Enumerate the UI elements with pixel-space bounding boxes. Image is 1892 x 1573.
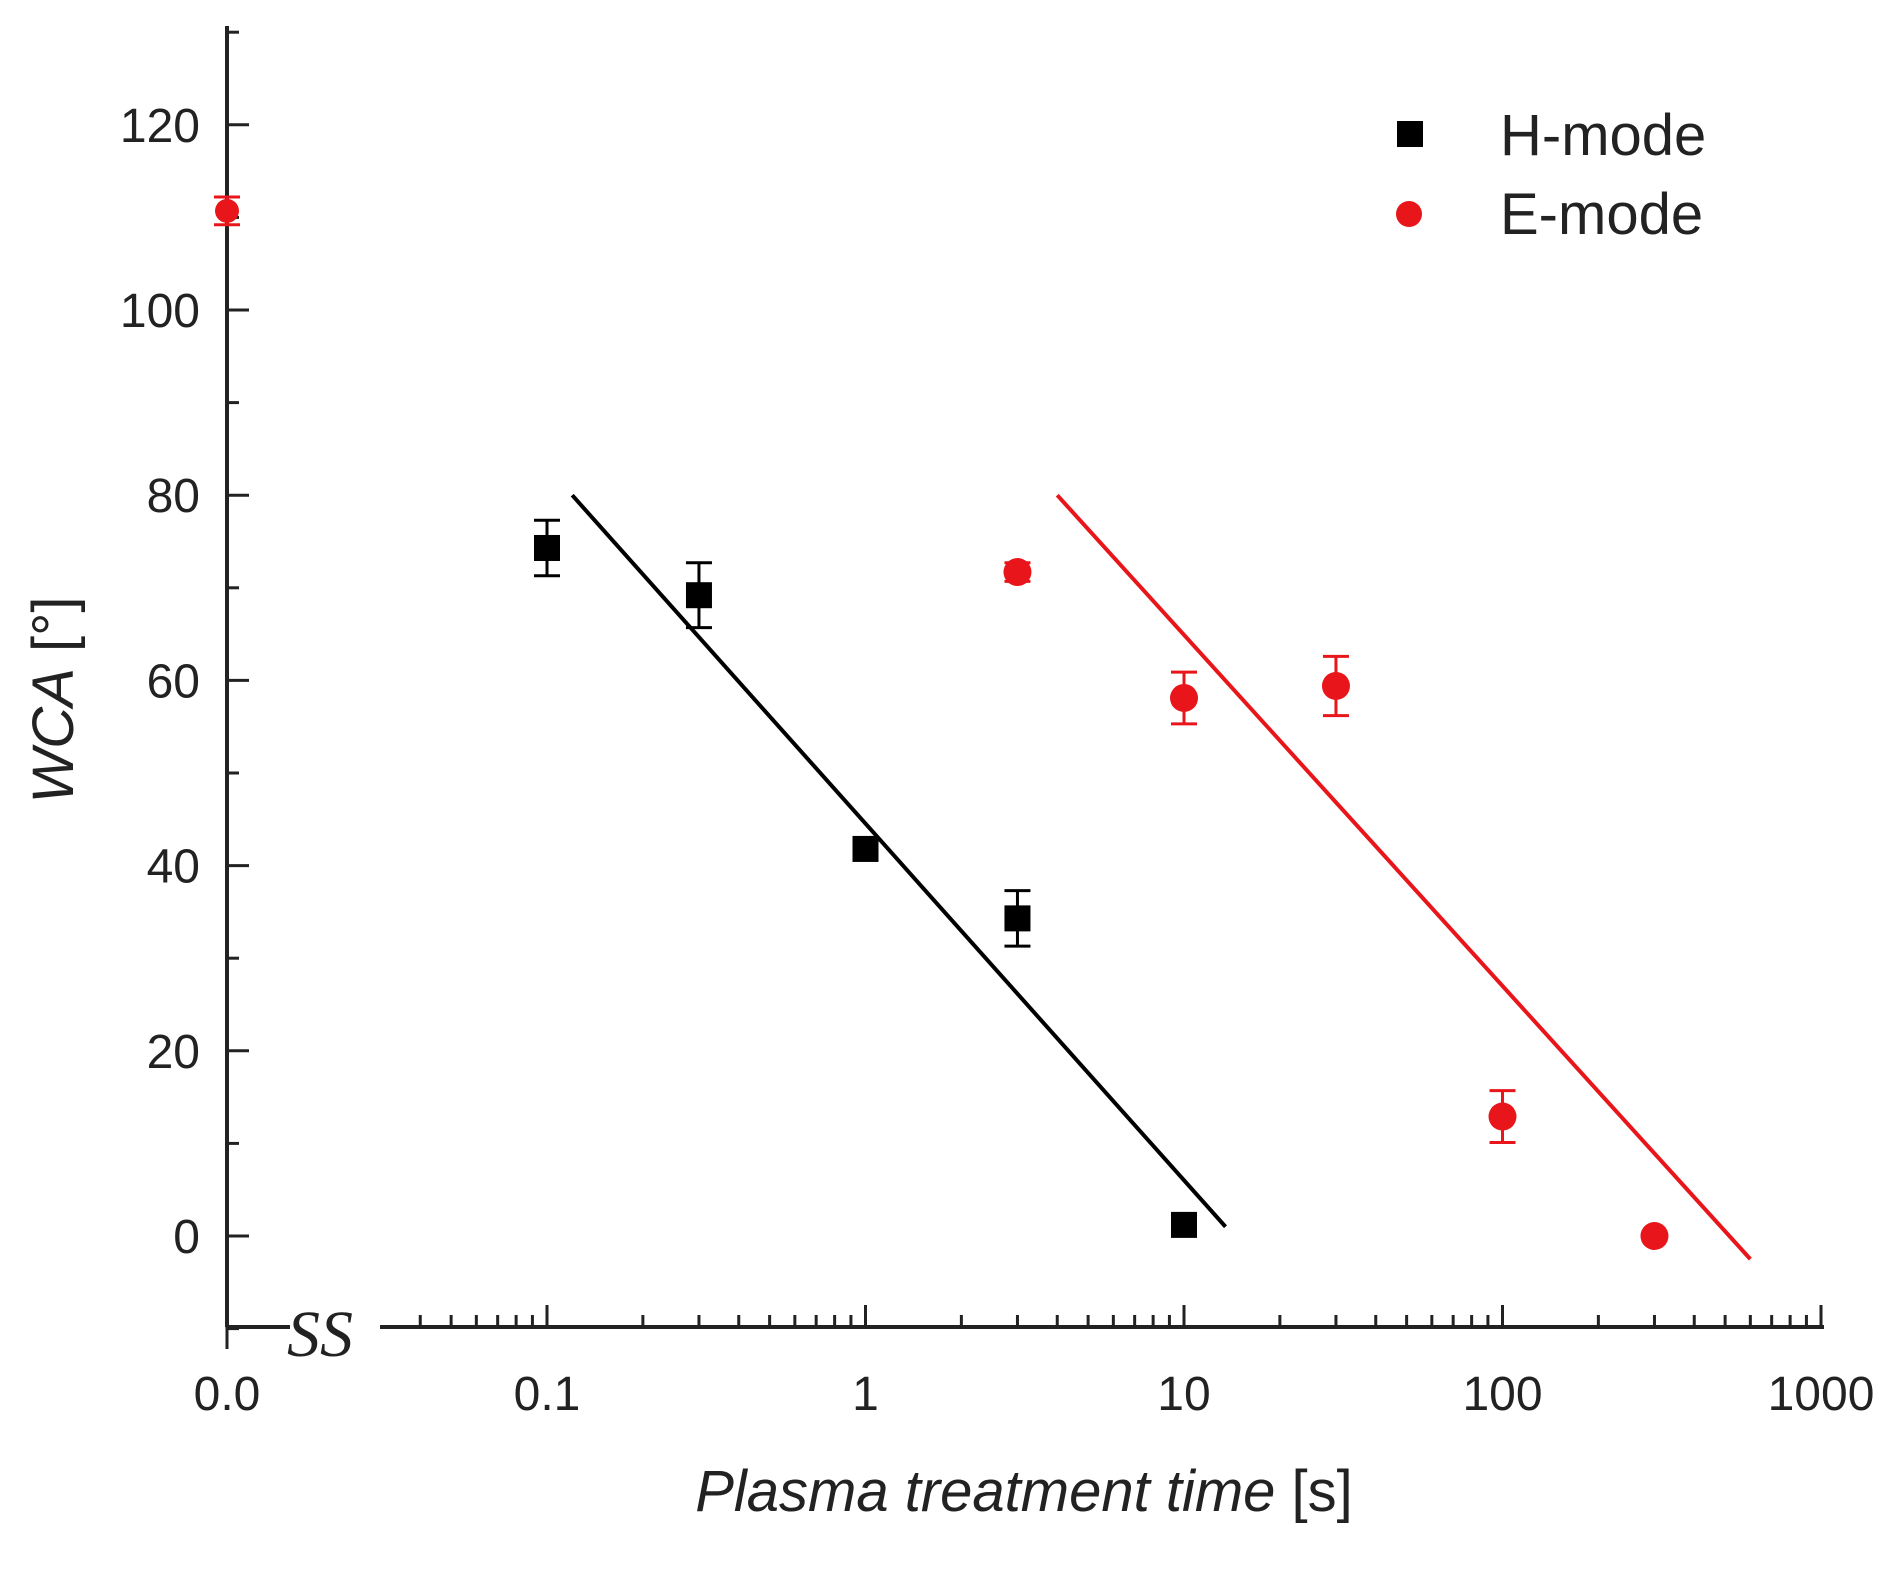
x-tick-label: 0.1 <box>514 1368 581 1421</box>
data-point-e-mode <box>215 198 239 223</box>
axis-break-symbol: SS <box>287 1298 353 1371</box>
fit-line-h-mode <box>570 493 1228 1229</box>
tick-labels: 0 20 40 60 80 100 120 0.0 0.1 1 10 100 1000 <box>120 100 1874 1421</box>
legend-marker-h-mode <box>1397 121 1423 147</box>
y-tick-label: 40 <box>147 841 200 894</box>
legend-marker-e-mode <box>1396 201 1422 227</box>
data-point-h-mode <box>1171 1211 1197 1238</box>
data-point-h-mode <box>534 534 560 561</box>
data-point-e-mode <box>1488 1102 1517 1131</box>
data-point-h-mode <box>852 835 879 862</box>
fit-lines <box>570 493 1752 1261</box>
y-tick-label: 100 <box>120 285 200 338</box>
data-point-e-mode <box>1003 558 1032 587</box>
x-tick-label: 100 <box>1462 1368 1542 1421</box>
x-axis-title: Plasma treatment time [s] <box>695 1459 1353 1524</box>
x-tick-label: 1000 <box>1768 1368 1875 1421</box>
y-tick-label: 20 <box>147 1026 200 1079</box>
data-point-h-mode <box>1004 905 1031 932</box>
legend: H-mode E-mode <box>1396 103 1706 247</box>
y-axis-title: WCA [°] <box>21 597 86 804</box>
x-tick-label: 10 <box>1157 1368 1210 1421</box>
legend-label-h-mode: H-mode <box>1500 103 1706 168</box>
ticks <box>225 30 1823 1349</box>
y-tick-label: 120 <box>120 100 200 153</box>
y-tick-label: 0 <box>173 1211 200 1264</box>
y-tick-label: 80 <box>147 470 200 523</box>
x-tick-label: 0.0 <box>194 1368 261 1421</box>
axes: SS <box>225 26 1824 1371</box>
data-point-e-mode <box>1640 1222 1669 1250</box>
fit-line-e-mode <box>1055 493 1752 1261</box>
data-point-h-mode <box>685 582 712 609</box>
data-point-e-mode <box>1170 683 1198 712</box>
legend-label-e-mode: E-mode <box>1500 182 1703 247</box>
data-point-e-mode <box>1321 671 1350 700</box>
data-markers <box>214 195 1669 1250</box>
x-tick-label: 1 <box>852 1368 879 1421</box>
y-tick-label: 60 <box>147 655 200 708</box>
